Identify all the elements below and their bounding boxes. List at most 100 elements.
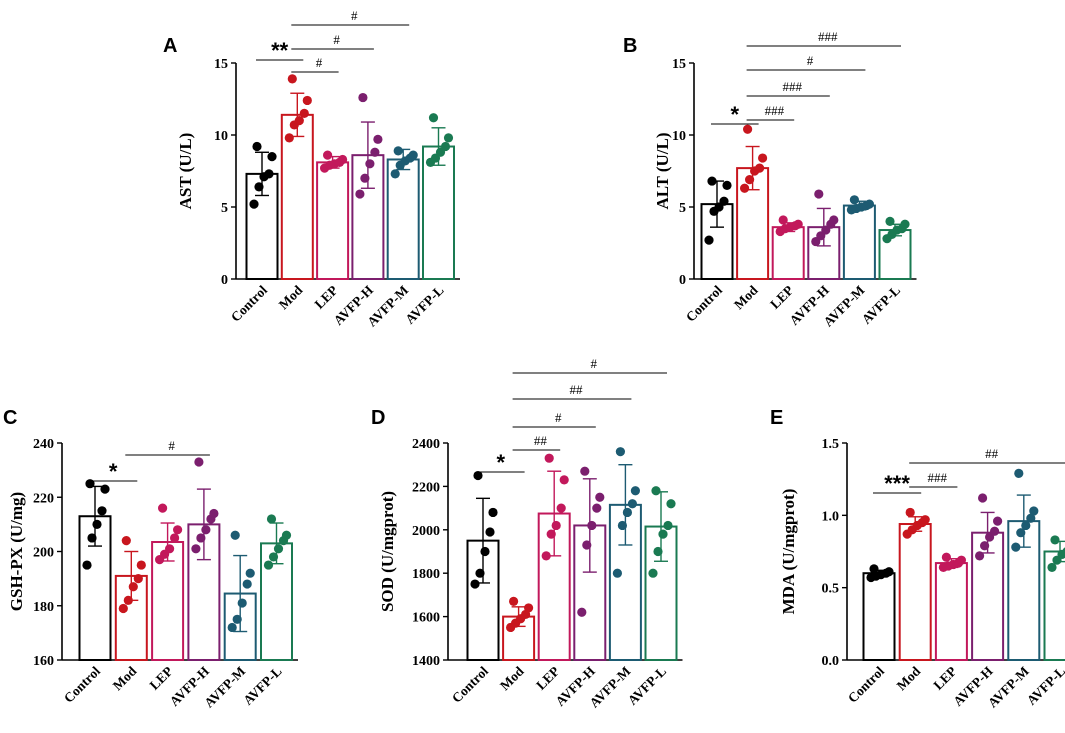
significance-hash: ## <box>985 446 999 461</box>
category-label: LEP <box>767 283 796 312</box>
bar-lep <box>771 226 805 281</box>
data-point <box>488 507 498 518</box>
data-point <box>743 124 753 134</box>
data-point <box>587 520 597 531</box>
data-point <box>864 199 875 209</box>
data-point <box>370 147 380 157</box>
data-point <box>82 560 92 570</box>
significance-hash: ## <box>534 433 548 448</box>
data-point <box>1050 535 1060 545</box>
data-point <box>281 530 292 540</box>
y-tick-label: 15 <box>214 57 228 72</box>
data-point <box>559 475 569 485</box>
category-label: Mod <box>731 282 761 312</box>
data-point <box>323 150 333 160</box>
y-axis-title: ALT (U/L) <box>653 133 672 210</box>
significance-hash: # <box>316 55 323 70</box>
data-point <box>473 470 483 481</box>
data-point <box>121 536 131 546</box>
bar-avfp-m <box>842 204 876 280</box>
y-tick-label: 200 <box>33 546 54 561</box>
category-label: LEP <box>930 664 959 693</box>
panel-e: E MDA (U/mgprot) 0.0 0.5 1.0 1.5 Control Mod LEP… <box>770 407 1065 711</box>
data-point <box>123 595 133 605</box>
data-point <box>544 453 554 463</box>
data-point <box>630 486 641 496</box>
data-point <box>648 568 658 578</box>
data-point <box>1021 520 1031 531</box>
data-point <box>227 622 237 633</box>
y-tick-label: 1800 <box>412 567 440 582</box>
data-point <box>658 529 668 539</box>
data-point <box>993 516 1003 526</box>
data-point <box>273 544 284 554</box>
data-point <box>627 499 638 509</box>
data-point <box>615 447 626 457</box>
data-point <box>980 541 990 551</box>
significance-hash: # <box>168 438 175 453</box>
panel-d: D SOD (U/mgprot) 1400 1600 1800 2000 2200 2400 C… <box>371 356 683 711</box>
data-point <box>1026 513 1036 523</box>
y-axis-title: MDA (U/mgprot) <box>779 489 798 615</box>
data-point <box>884 567 894 577</box>
bar-avfp-l <box>644 525 678 661</box>
data-point <box>287 74 297 84</box>
data-point <box>267 152 277 162</box>
category-label: Control <box>61 663 103 705</box>
data-point <box>264 169 274 179</box>
data-point <box>920 515 930 525</box>
data-point <box>956 555 967 565</box>
data-point <box>755 163 765 173</box>
data-point <box>524 603 534 613</box>
y-tick-label: 5 <box>679 201 686 216</box>
data-point <box>245 568 255 578</box>
data-point <box>302 95 312 106</box>
data-point <box>905 507 915 518</box>
data-point <box>97 506 107 516</box>
data-point <box>254 182 264 192</box>
data-point <box>1014 468 1024 478</box>
data-point <box>541 551 551 561</box>
data-point <box>266 514 277 524</box>
y-tick-label: 5 <box>221 201 228 216</box>
bar-avfp-l <box>422 145 455 280</box>
data-point <box>201 525 211 535</box>
data-point <box>268 552 279 562</box>
data-point <box>252 141 262 152</box>
data-point <box>92 519 102 529</box>
data-point <box>722 180 732 190</box>
data-point <box>829 215 839 225</box>
data-point <box>170 533 180 543</box>
data-point <box>975 551 985 561</box>
y-tick-label: 180 <box>33 600 54 615</box>
category-label: AVFP-L <box>1024 664 1065 708</box>
category-label: Control <box>228 282 270 324</box>
category-label: LEP <box>533 664 562 693</box>
data-point <box>365 159 375 169</box>
data-point <box>978 493 988 503</box>
data-point <box>758 153 768 163</box>
data-point <box>390 169 400 179</box>
panel-letter: D <box>371 407 385 429</box>
data-point <box>577 607 587 617</box>
data-point <box>338 154 348 165</box>
data-point <box>793 219 803 229</box>
data-point <box>360 173 370 183</box>
data-point <box>480 546 490 557</box>
data-point <box>158 503 168 513</box>
significance-hash: # <box>591 356 598 371</box>
panel-letter: E <box>770 407 783 429</box>
data-point <box>704 235 714 245</box>
y-tick-label: 10 <box>214 129 228 144</box>
category-label: AVFP-L <box>625 664 669 708</box>
y-tick-label: 2400 <box>412 437 440 452</box>
significance-hash: ### <box>818 29 838 44</box>
y-tick-label: 10 <box>672 129 686 144</box>
data-point <box>165 544 175 554</box>
data-point <box>133 574 143 584</box>
bar-control <box>862 572 896 662</box>
category-label: LEP <box>312 283 341 312</box>
category-label: AVFP-L <box>240 664 284 708</box>
data-point <box>745 175 755 185</box>
